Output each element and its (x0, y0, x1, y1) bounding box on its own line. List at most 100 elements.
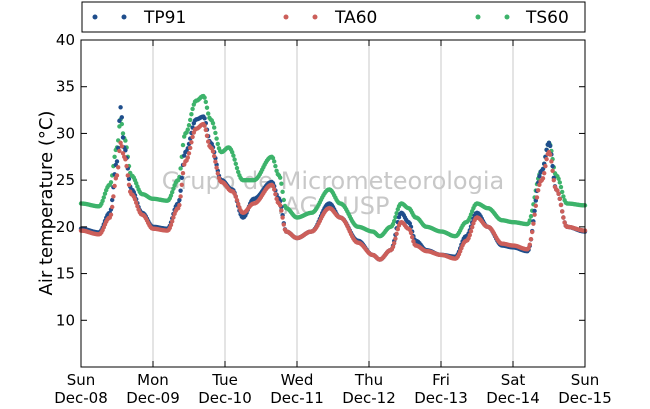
data-point (123, 148, 128, 153)
data-point (540, 176, 546, 181)
data-point (410, 234, 415, 240)
data-point (561, 215, 566, 220)
data-point (123, 157, 128, 162)
data-point (112, 183, 117, 189)
data-point (114, 159, 120, 164)
data-point (120, 151, 126, 156)
y-tick-label: 30 (56, 124, 75, 142)
data-point (108, 180, 114, 185)
data-point (119, 144, 125, 149)
data-point (394, 210, 399, 216)
data-point (557, 180, 562, 185)
data-point (526, 245, 531, 251)
data-point (170, 190, 175, 195)
data-point (213, 159, 218, 164)
data-point (189, 112, 194, 117)
data-point (408, 230, 414, 236)
data-point (232, 157, 237, 162)
data-point (528, 214, 534, 219)
data-point (532, 208, 537, 214)
data-point (120, 135, 126, 140)
data-point (206, 111, 211, 116)
data-point (393, 236, 398, 241)
data-point (120, 131, 126, 136)
x-tick-label-day: Sun (67, 371, 96, 389)
data-point (278, 175, 283, 180)
data-point (550, 163, 555, 169)
grid-lines (152, 40, 514, 367)
data-point (119, 115, 125, 120)
data-point (528, 236, 534, 242)
y-axis-label: Air temperature (°C) (36, 111, 57, 296)
x-tick-label-date: Dec-08 (54, 389, 108, 407)
data-point (204, 133, 210, 138)
data-point (534, 195, 540, 200)
data-point (189, 140, 194, 145)
x-tick-label-date: Dec-12 (342, 389, 396, 407)
data-point (110, 197, 115, 203)
data-point (190, 134, 195, 140)
data-point (114, 173, 120, 178)
data-point (556, 191, 561, 197)
plot-frame (80, 39, 586, 368)
data-point (527, 218, 532, 223)
data-point (170, 219, 175, 224)
data-point (116, 165, 121, 170)
data-point (527, 242, 532, 247)
legend-marker-ta60 (312, 14, 318, 20)
legend-entry-tp91: TP91 (92, 8, 186, 28)
data-point (206, 139, 211, 144)
data-point (203, 127, 208, 133)
data-point (179, 175, 184, 181)
y-tick-label: 15 (56, 265, 75, 283)
data-point (272, 159, 277, 164)
data-point (543, 163, 548, 169)
data-point (210, 121, 216, 126)
data-point (102, 191, 108, 196)
data-point (214, 165, 219, 170)
data-point (390, 244, 396, 250)
data-point (168, 193, 174, 198)
data-point (272, 187, 277, 192)
data-point (392, 218, 397, 224)
data-point (180, 142, 186, 148)
data-point (270, 155, 276, 161)
data-point (392, 241, 397, 246)
data-point (210, 149, 216, 154)
data-point (279, 208, 284, 213)
legend-marker-ts60 (475, 14, 481, 20)
data-point (560, 209, 565, 214)
data-point (531, 221, 536, 226)
legend-marker-ta60 (283, 14, 289, 20)
data-point (126, 182, 132, 188)
x-tick-label-date: Dec-11 (270, 389, 324, 407)
data-point (185, 155, 190, 160)
series-ts60 (78, 93, 588, 239)
x-tick-label-date: Dec-09 (126, 389, 180, 407)
data-point (179, 182, 184, 188)
data-point (533, 203, 538, 208)
data-point (125, 173, 130, 178)
data-point (215, 141, 220, 147)
data-point (468, 229, 474, 234)
axis-ticks: 10152025303540SunDec-08MonDec-09TueDec-1… (54, 31, 612, 407)
data-point (135, 204, 140, 209)
data-point (236, 201, 241, 207)
data-point (230, 150, 235, 155)
data-point (126, 176, 132, 182)
x-tick-label-day: Thu (354, 371, 383, 389)
data-point (270, 183, 276, 189)
data-point (100, 198, 105, 204)
data-point (467, 232, 472, 238)
x-tick-label-day: Sun (571, 371, 600, 389)
data-point (118, 105, 123, 110)
data-point (117, 118, 122, 124)
data-point (236, 169, 241, 175)
data-point (188, 117, 193, 123)
data-point (124, 163, 129, 169)
legend-marker-ts60 (504, 14, 510, 20)
data-point (119, 121, 125, 127)
data-point (177, 197, 182, 203)
data-point (556, 176, 561, 181)
